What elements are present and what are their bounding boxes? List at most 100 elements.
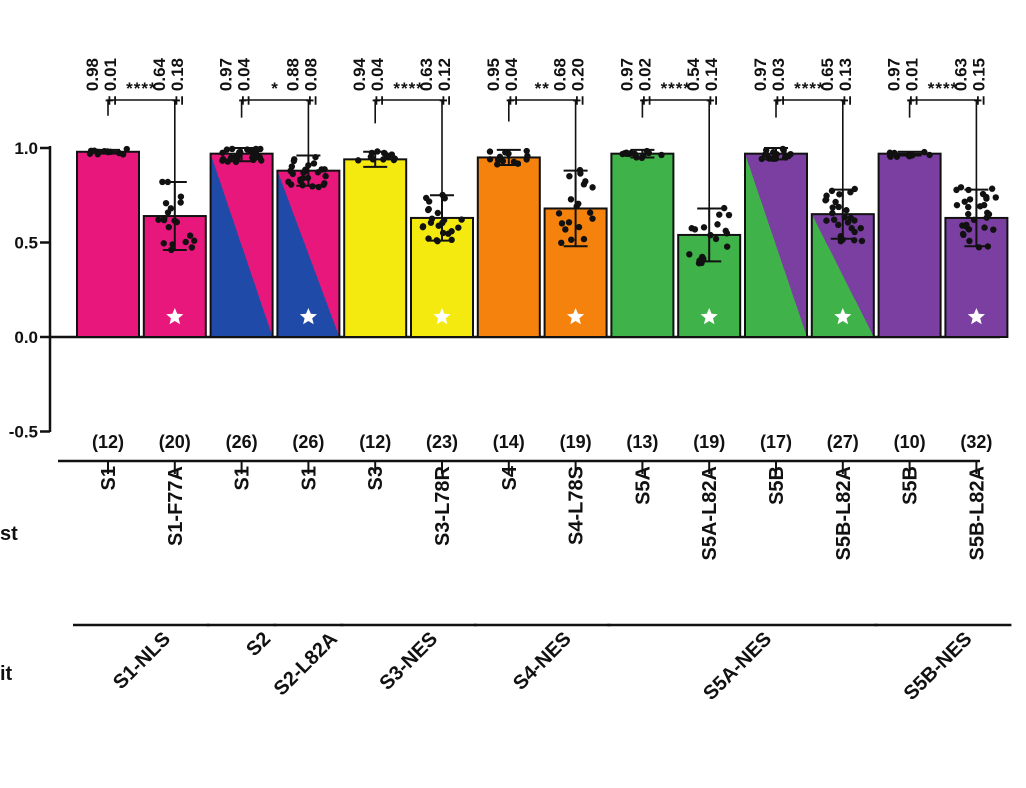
data-point: [787, 150, 794, 158]
n-label: (19): [693, 432, 725, 452]
data-point: [458, 216, 465, 223]
data-point: [159, 178, 166, 186]
data-point: [568, 236, 575, 243]
data-point: [844, 219, 852, 226]
n-label: (26): [292, 432, 324, 452]
data-point: [953, 201, 961, 209]
data-point: [177, 193, 185, 200]
group-label: S1-NLS: [109, 628, 175, 694]
star-icon: [967, 308, 985, 325]
data-point: [123, 145, 130, 153]
n-label: (14): [493, 432, 525, 452]
data-point: [623, 149, 630, 156]
group-label: S4-NES: [509, 628, 576, 695]
data-point: [237, 149, 244, 156]
x-tick-label: S1: [232, 466, 254, 490]
sd-label: ± 0.04: [235, 57, 254, 105]
data-point: [627, 149, 635, 157]
data-point: [167, 205, 175, 212]
star-icon: [166, 308, 184, 325]
n-label: (20): [159, 432, 191, 452]
sd-label: ± 0.20: [569, 58, 588, 105]
mean-label: 0.95: [484, 58, 503, 91]
data-point: [290, 157, 298, 165]
mean-label: 0.94: [350, 57, 369, 91]
star-icon: [433, 308, 451, 325]
data-point: [455, 224, 462, 231]
data-point: [725, 211, 733, 219]
mean-label: 0.54: [684, 57, 703, 91]
data-point: [188, 244, 196, 251]
sd-label: ± 0.02: [635, 58, 654, 105]
data-point: [836, 191, 843, 198]
group-label: S5B-NES: [900, 628, 977, 705]
data-point: [645, 149, 653, 157]
star-icon: [700, 308, 718, 325]
data-point: [562, 226, 569, 233]
bar: [877, 152, 942, 338]
data-point: [832, 198, 839, 206]
sd-label: ± 0.04: [502, 57, 521, 105]
data-point: [988, 185, 996, 192]
data-point: [419, 223, 427, 230]
data-point: [434, 209, 442, 217]
sd-label: ± 0.13: [836, 58, 855, 105]
significance-label: **: [535, 79, 550, 98]
data-point: [966, 196, 974, 203]
mean-label: 0.98: [83, 58, 102, 91]
data-point: [921, 148, 928, 156]
data-point: [182, 238, 189, 246]
mean-label: 0.97: [751, 58, 770, 91]
data-point: [963, 223, 970, 230]
data-point: [321, 180, 328, 187]
data-point: [162, 199, 170, 207]
data-point: [985, 211, 993, 218]
data-point: [965, 203, 972, 211]
data-point: [441, 195, 448, 202]
data-point: [314, 169, 322, 176]
star-icon: [834, 308, 852, 325]
data-point: [891, 149, 898, 157]
data-point: [843, 207, 850, 214]
data-point: [700, 224, 708, 231]
group-label: S5A-NES: [699, 628, 776, 705]
x-tick-label: S5B: [900, 466, 922, 505]
data-point: [251, 154, 259, 162]
data-point: [990, 226, 997, 233]
data-point: [829, 209, 836, 217]
data-point: [565, 219, 573, 226]
data-point: [165, 223, 173, 231]
data-point: [966, 237, 973, 245]
data-point: [524, 152, 531, 160]
data-point: [723, 243, 731, 250]
star-icon: [567, 308, 585, 325]
data-point: [567, 196, 575, 203]
data-point: [302, 166, 309, 173]
mean-label: 0.64: [150, 57, 169, 91]
data-point: [716, 211, 723, 218]
significance-bracket: [374, 99, 443, 202]
data-point: [558, 220, 566, 227]
data-point: [86, 150, 94, 157]
mean-label: 0.68: [551, 58, 570, 91]
x-tick-label: S5B-L82A: [833, 466, 855, 560]
data-point: [289, 170, 296, 178]
data-point: [723, 230, 731, 237]
data-point: [322, 172, 329, 180]
bar: [76, 150, 140, 338]
x-tick-label: S5A: [632, 466, 654, 505]
data-point: [288, 163, 296, 170]
group-label: S3-NES: [375, 628, 442, 695]
data-point: [926, 151, 933, 159]
significance-bracket: [107, 99, 176, 201]
significance-label: ****: [794, 79, 824, 98]
data-point: [380, 149, 388, 157]
row-label-bottom: it: [0, 663, 13, 685]
significance-bracket: [507, 99, 577, 193]
data-point: [558, 239, 565, 247]
data-point: [957, 184, 965, 191]
n-label: (13): [626, 432, 658, 452]
sd-label: ± 0.03: [769, 58, 788, 105]
significance-bracket: [775, 99, 844, 199]
data-point: [523, 147, 530, 155]
